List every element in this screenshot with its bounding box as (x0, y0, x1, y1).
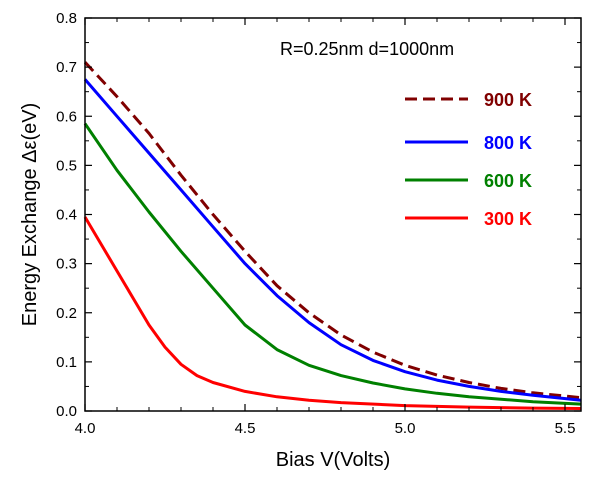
y-tick-label: 0.0 (56, 403, 77, 420)
x-tick-label: 5.5 (555, 420, 576, 437)
x-tick-label: 4.5 (235, 420, 256, 437)
legend-label: 300 K (484, 209, 532, 229)
x-tick-label: 4.0 (75, 420, 96, 437)
series-line-300k (83, 216, 582, 410)
y-tick-label: 0.5 (56, 157, 77, 174)
legend-label: 800 K (484, 133, 532, 153)
y-tick-label: 0.6 (56, 108, 77, 125)
series-line-600k (83, 122, 582, 406)
x-tick-label: 5.0 (395, 420, 416, 437)
y-tick-label: 0.1 (56, 354, 77, 371)
x-axis-title: Bias V(Volts) (276, 449, 390, 471)
y-tick-label: 0.3 (56, 256, 77, 273)
y-tick-label: 0.8 (56, 10, 77, 27)
y-tick-label: 0.4 (56, 207, 77, 224)
y-axis-title: Energy Exchange Δε(eV) (19, 103, 41, 327)
legend: 900 K 800 K 600 K 300 K (405, 90, 532, 229)
legend-label: 600 K (484, 171, 532, 191)
series-layer (83, 61, 582, 410)
parameter-annotation: R=0.25nm d=1000nm (280, 39, 454, 59)
ticks-layer: 4.0 4.5 5.0 5.5 0.0 0.1 0.2 0.3 0.4 0.5 0.6 0.7 0.8 (56, 10, 581, 437)
y-tick-label: 0.7 (56, 59, 77, 76)
series-line-800k (83, 78, 582, 402)
legend-label: 900 K (484, 90, 532, 110)
series-line-900k (83, 61, 582, 400)
y-tick-label: 0.2 (56, 305, 77, 322)
